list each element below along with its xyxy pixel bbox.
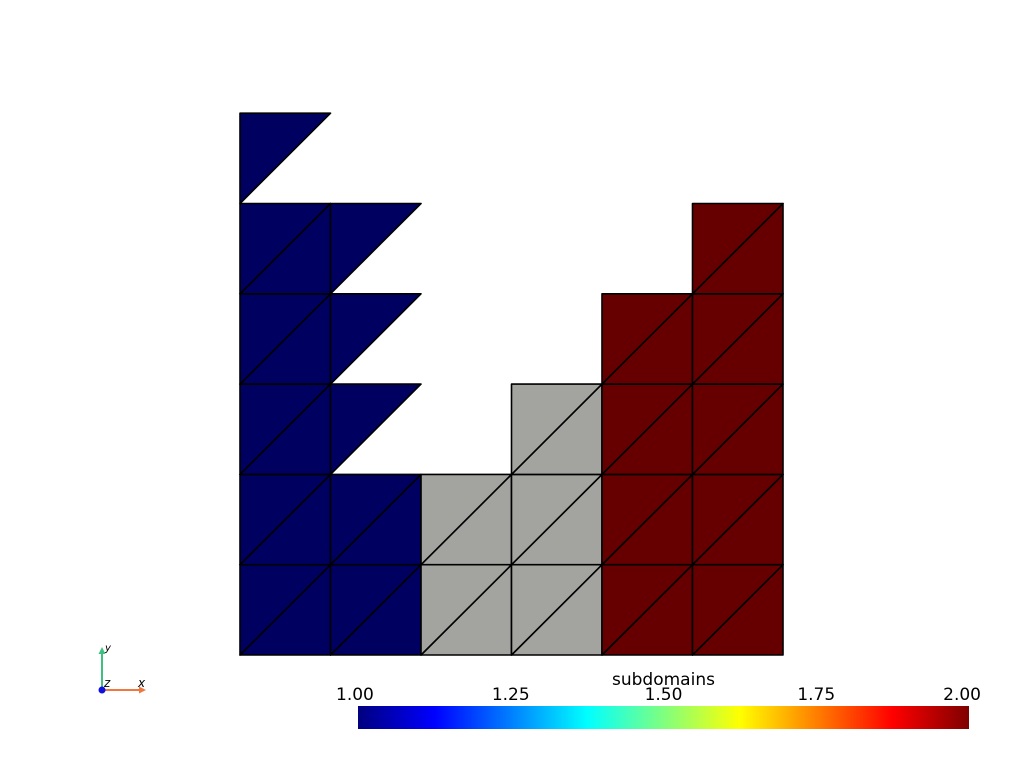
z-axis-dot [98,686,106,694]
z-axis-label: z [103,676,111,690]
y-axis-arrowhead [98,647,106,654]
colorbar-tick-label: 1.25 [491,685,530,705]
mesh-triangle [510,383,603,476]
mesh-triangle [329,202,422,295]
orientation-axes[interactable]: x y z [98,643,147,694]
mesh-triangle [691,202,784,295]
mesh-triangle [420,473,513,566]
x-axis-arrowhead [139,686,146,694]
colorbar-tick-label: 1.00 [336,685,374,705]
colorbar-tick-label: 1.75 [797,685,836,705]
mesh-triangle [601,292,694,385]
colorbar-tick-label: 2.00 [943,685,981,705]
mesh-triangle [329,383,422,476]
colorbar-title: subdomains [612,670,715,690]
mesh-triangle [329,292,422,385]
colorbar [358,706,969,729]
mesh-cells [239,112,784,656]
y-axis-label: y [104,643,112,654]
colorbar-tick-label: 1.50 [644,685,683,705]
mesh-triangle [329,473,422,566]
mesh-triangle [239,202,332,295]
x-axis-label: x [137,676,146,690]
mesh-triangle [239,112,332,205]
